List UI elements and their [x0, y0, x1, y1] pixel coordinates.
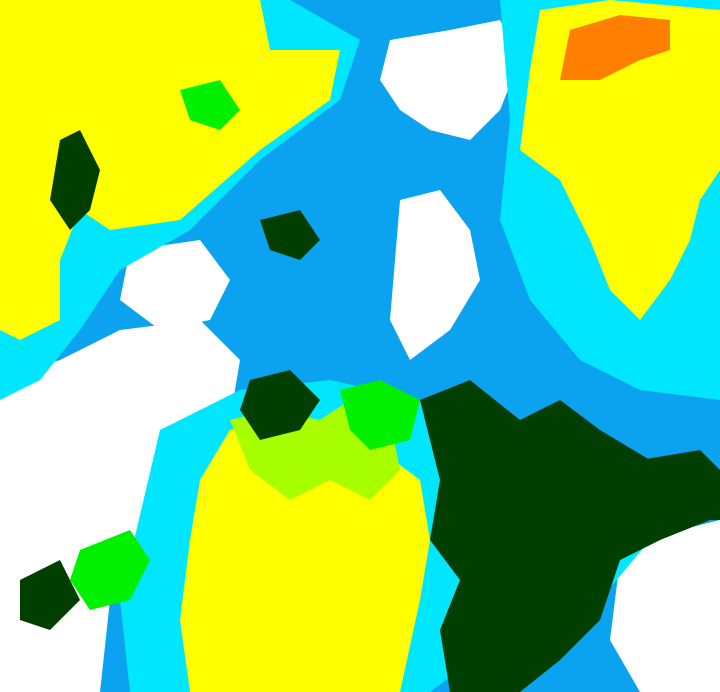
dark-green-region-mid	[260, 210, 320, 260]
orange-region	[560, 15, 670, 80]
white-region-top-center	[380, 20, 520, 140]
white-region-mid-left	[120, 240, 230, 330]
dark-green-region-right	[640, 450, 720, 520]
yellow-region-top-left	[0, 0, 340, 340]
white-region-bottom-right	[610, 520, 720, 692]
dark-green-band-top-left	[50, 130, 100, 230]
green-region-center	[340, 380, 420, 450]
dark-green-region-bottom-right	[420, 380, 710, 692]
white-region-center	[390, 190, 480, 360]
dark-green-band-center	[240, 370, 320, 440]
dark-green-region-left	[20, 560, 80, 630]
green-region-top	[180, 80, 240, 130]
green-region-left	[70, 530, 150, 610]
